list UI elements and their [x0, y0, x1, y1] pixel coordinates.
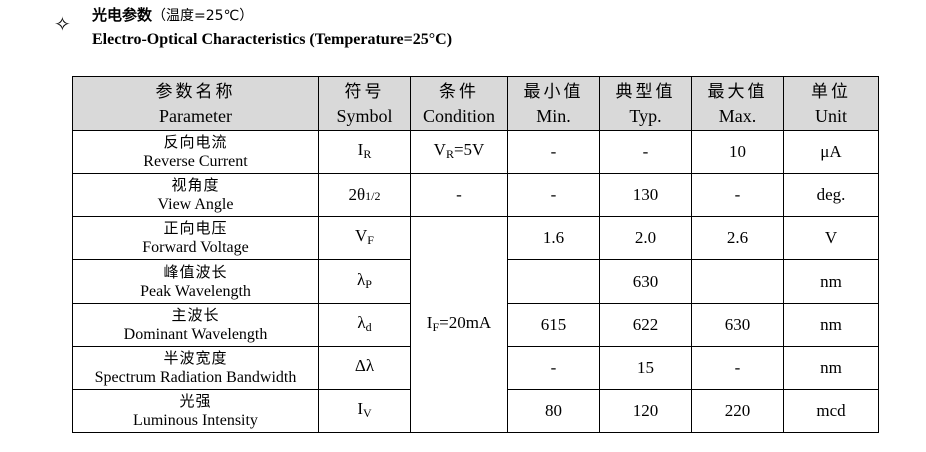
symbol-cell: λd — [318, 302, 411, 347]
table-row-dominant-wavelength: 主波长 Dominant Wavelength λd 615 622 630 nm — [72, 302, 879, 347]
max-cell — [691, 259, 784, 304]
param-cell: 视角度 View Angle — [72, 173, 319, 218]
param-cell: 正向电压 Forward Voltage — [72, 216, 319, 261]
typ-cell: - — [599, 130, 692, 175]
symbol-cell: Δλ — [318, 345, 411, 390]
symbol-cell: λP — [318, 259, 411, 304]
min-cell: 615 — [507, 302, 600, 347]
unit-cell: mcd — [783, 388, 879, 434]
min-cell — [507, 259, 600, 304]
table-row-luminous-intensity: 光强 Luminous Intensity IV 80 120 220 mcd — [72, 388, 879, 434]
typ-cell: 120 — [599, 388, 692, 434]
title-cn-temperature: （温度=25℃） — [152, 8, 254, 24]
diamond-bullet-icon: ✧ — [54, 12, 71, 36]
typ-cell: 622 — [599, 302, 692, 347]
header-min: 最小值 Min. — [507, 75, 600, 132]
symbol-cell: 2θ1/2 — [318, 173, 411, 218]
unit-cell: deg. — [783, 173, 879, 218]
table-row-forward-voltage: 正向电压 Forward Voltage VF IF=20mA 1.6 2.0 2… — [72, 216, 879, 433]
header-unit: 单位 Unit — [783, 75, 879, 132]
typ-cell: 630 — [599, 259, 692, 304]
unit-cell: V — [783, 216, 879, 261]
param-cell: 主波长 Dominant Wavelength — [72, 302, 319, 347]
header-parameter: 参数名称 Parameter — [72, 75, 319, 132]
symbol-cell: VF — [318, 216, 411, 261]
typ-cell: 2.0 — [599, 216, 692, 261]
table-row-view-angle: 视角度 View Angle 2θ1/2 - - 130 - deg. — [72, 173, 879, 218]
table-row-reverse-current: 反向电流 Reverse Current IR VR=5V - - 10 μA — [72, 130, 879, 175]
typ-cell: 130 — [599, 173, 692, 218]
header-max: 最大值 Max. — [691, 75, 784, 132]
title-cn-main: 光电参数 — [92, 6, 153, 24]
table-row-spectrum-bandwidth: 半波宽度 Spectrum Radiation Bandwidth Δλ - 15… — [72, 345, 879, 390]
max-cell: 10 — [691, 130, 784, 175]
condition-cell: - — [410, 173, 508, 218]
unit-cell: nm — [783, 302, 879, 347]
min-cell: - — [507, 130, 600, 175]
header-condition: 条件 Condition — [410, 75, 508, 132]
min-cell: - — [507, 345, 600, 390]
condition-cell: VR=5V — [410, 130, 508, 175]
min-cell: - — [507, 173, 600, 218]
max-cell: - — [691, 345, 784, 390]
unit-cell: nm — [783, 345, 879, 390]
max-cell: 220 — [691, 388, 784, 434]
param-cell: 半波宽度 Spectrum Radiation Bandwidth — [72, 345, 319, 390]
min-cell: 1.6 — [507, 216, 600, 261]
max-cell: 630 — [691, 302, 784, 347]
typ-cell: 15 — [599, 345, 692, 390]
header-symbol: 符号 Symbol — [318, 75, 411, 132]
shared-condition-cell: IF=20mA — [410, 216, 508, 433]
header-typ: 典型值 Typ. — [599, 75, 692, 132]
param-cell: 峰值波长 Peak Wavelength — [72, 259, 319, 304]
section-title-en: Electro-Optical Characteristics (Tempera… — [92, 31, 453, 48]
section-title-cn: 光电参数（温度=25℃） — [92, 4, 253, 25]
unit-cell: μA — [783, 130, 879, 175]
symbol-cell: IV — [318, 388, 411, 434]
max-cell: - — [691, 173, 784, 218]
param-cell: 光强 Luminous Intensity — [72, 388, 319, 434]
max-cell: 2.6 — [691, 216, 784, 261]
unit-cell: nm — [783, 259, 879, 304]
characteristics-table: 参数名称 Parameter 符号 Symbol 条件 Condition 最小值 Mi… — [72, 75, 879, 434]
table-row-peak-wavelength: 峰值波长 Peak Wavelength λP 630 nm — [72, 259, 879, 304]
table-header-row: 参数名称 Parameter 符号 Symbol 条件 Condition 最小值 Mi… — [72, 75, 879, 132]
min-cell: 80 — [507, 388, 600, 434]
param-cell: 反向电流 Reverse Current — [72, 130, 319, 175]
symbol-cell: IR — [318, 130, 411, 175]
